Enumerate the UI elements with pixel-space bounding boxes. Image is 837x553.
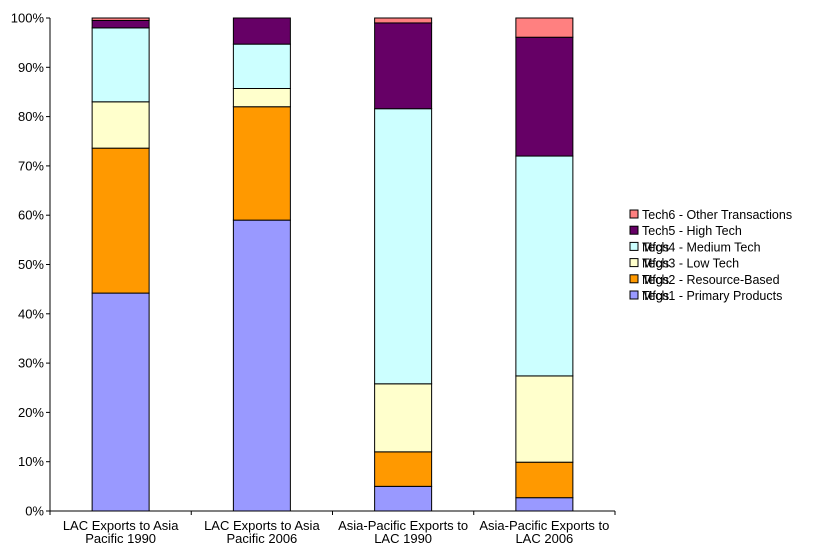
bar-segment [232,17,291,45]
bar-segment [91,19,150,29]
bar-segment [232,87,291,108]
bar-segment [515,36,574,157]
legend-swatch [629,290,639,300]
legend-label: Tech6 - Other Transactions [642,208,792,222]
legend-item: Tech6 - Other Transactions [629,208,792,222]
bar-segment [515,17,574,38]
y-tick-label: 20% [18,405,44,420]
bar-stacks [91,17,574,512]
bar-stack [374,17,433,512]
legend-label: Tech2 - Resource-Based [642,273,780,287]
bar-segment [91,101,150,149]
bar-segment [91,17,150,21]
bar-segment [515,155,574,377]
y-tick-label: 0% [25,504,44,519]
legend-swatch [629,241,639,251]
x-category-labels: LAC Exports to Asia Pacific 1990 LAC Expor… [63,518,610,546]
legend: Tech6 - Other Transactions Tech5 - High T… [629,208,792,303]
bar-segment [91,27,150,103]
x-category-label: LAC Exports to Asia Pacific 2006 [204,518,320,546]
legend-label: Mfgs [642,240,669,254]
legend-label: Mfgs [642,289,669,303]
legend-swatch [629,274,639,284]
legend-swatch [629,258,639,268]
bar-stack [515,17,574,512]
y-tick-label: 80% [18,109,44,124]
bar-stack [232,17,291,512]
x-category-label: Asia-Pacific Exports to LAC 1990 [338,518,468,546]
x-category-label: Asia-Pacific Exports to LAC 2006 [479,518,609,546]
y-tick-label: 70% [18,158,44,173]
legend-item: Tech5 - High Tech [629,224,742,238]
y-tick-labels: 0% 10% 20% 30% 40% 50% 60% 70% 80% 90% 100% [11,11,45,519]
y-tick-label: 30% [18,356,44,371]
bar-segment [232,106,291,221]
bar-segment [232,219,291,512]
bar-segment [91,292,150,512]
bar-segment [374,383,433,453]
bar-segment [515,497,574,512]
y-tick-label: 10% [18,454,44,469]
legend-label: Tech4 - Medium Tech [642,240,761,254]
bar-segment [374,485,433,512]
bar-segment [232,43,291,89]
legend-swatch [629,209,639,219]
x-category-label: LAC Exports to Asia Pacific 1990 [63,518,179,546]
legend-label: Mfgs [642,257,669,271]
y-tick-label: 90% [18,60,44,75]
y-tick-label: 100% [11,11,45,26]
bar-stack [91,17,150,512]
legend-swatch [629,225,639,235]
bar-segment [374,17,433,24]
bar-segment [374,108,433,385]
bar-segment [374,22,433,110]
legend-label: Tech3 - Low Tech [642,257,739,271]
legend-label: Tech5 - High Tech [642,224,742,238]
y-tick-label: 40% [18,306,44,321]
y-tick-label: 50% [18,257,44,272]
y-tick-label: 60% [18,208,44,223]
bar-segment [515,375,574,463]
legend-label: Mfgs [642,273,669,287]
legend-label: Tech1 - Primary Products [642,289,782,303]
bar-segment [91,147,150,294]
bar-segment [515,461,574,499]
bar-segment [374,451,433,487]
